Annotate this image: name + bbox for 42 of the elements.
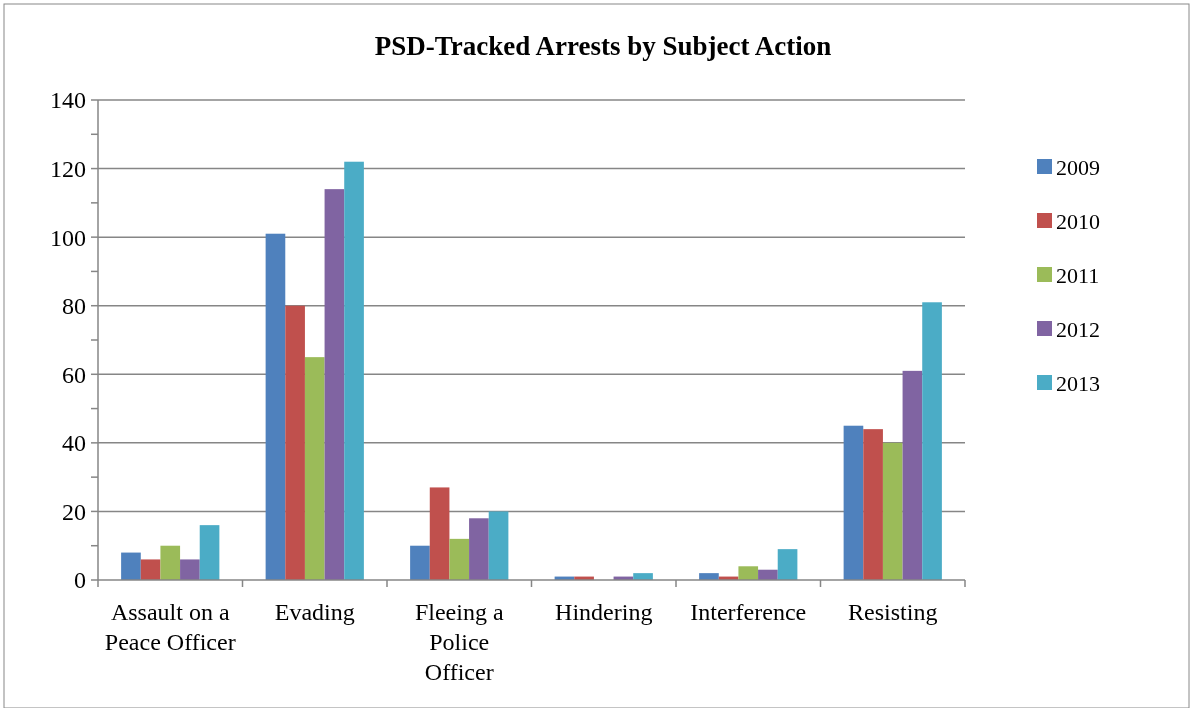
bar (882, 442, 903, 580)
bar (285, 305, 305, 580)
bar (199, 525, 220, 580)
bar (410, 545, 430, 580)
y-tick-label: 20 (62, 498, 86, 525)
bar (324, 189, 345, 580)
bar (344, 161, 364, 580)
bar (843, 425, 864, 580)
y-tick-label: 120 (50, 155, 86, 182)
y-tick-label: 140 (50, 87, 86, 114)
bar (429, 487, 450, 580)
x-tick-label: Hindering (555, 599, 653, 625)
x-tick-label: Interference (690, 599, 807, 625)
legend-label: 2009 (1056, 154, 1100, 180)
bar (140, 559, 161, 580)
bar (777, 549, 798, 580)
legend-label: 2012 (1056, 316, 1100, 342)
x-tick-label: Evading (274, 599, 355, 625)
bar (922, 302, 942, 580)
y-tick-label: 40 (62, 430, 86, 457)
bar (449, 538, 470, 580)
x-tick-label: Resisting (848, 599, 938, 625)
bar (180, 559, 200, 580)
bar (265, 233, 286, 580)
bar (469, 518, 489, 580)
bar (160, 545, 181, 580)
y-tick-label: 80 (62, 293, 86, 320)
bar (304, 357, 325, 580)
y-tick-label: 0 (74, 567, 86, 594)
x-tick-label: Assault on a Peace Officer (104, 599, 236, 655)
bar (488, 511, 509, 580)
legend-label: 2010 (1056, 208, 1100, 234)
y-tick-label: 100 (50, 224, 86, 251)
chart-title: PSD-Tracked Arrests by Subject Action (374, 31, 832, 61)
legend-label: 2011 (1056, 262, 1100, 288)
bar (121, 552, 141, 580)
y-tick-label: 60 (62, 361, 86, 388)
bar (902, 370, 923, 580)
bar (738, 566, 759, 580)
legend-label: 2013 (1056, 370, 1100, 396)
x-tick-label: Fleeing a Police Officer (414, 599, 504, 685)
bar (863, 429, 883, 580)
